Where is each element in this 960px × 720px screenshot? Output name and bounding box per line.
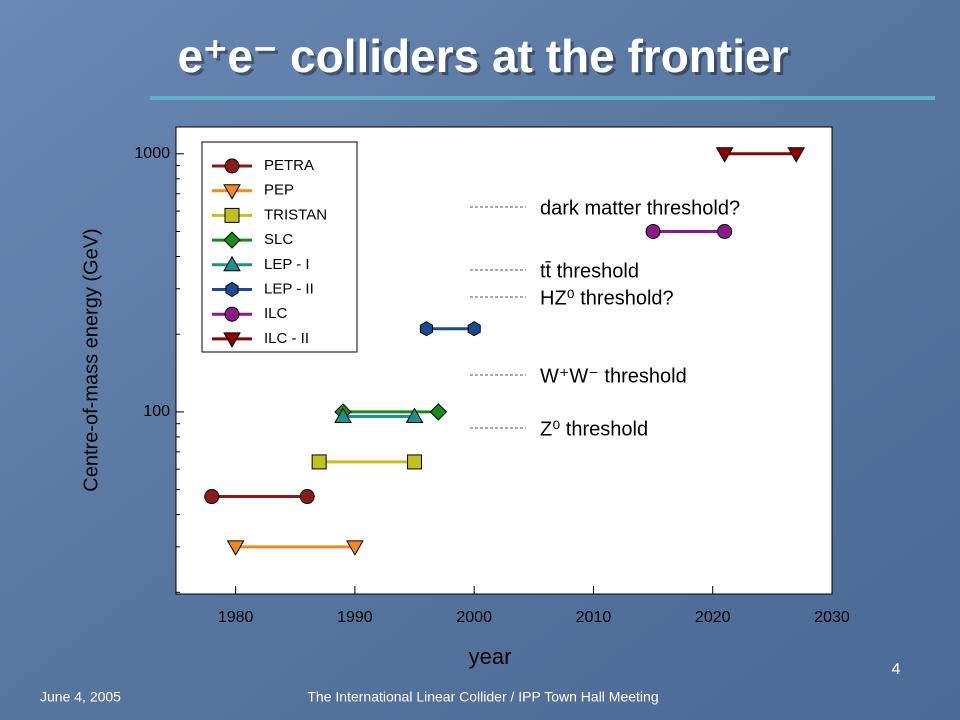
legend-marker — [223, 332, 241, 348]
x-tick-label: 2000 — [456, 609, 492, 626]
marker — [405, 407, 424, 423]
marker — [226, 540, 245, 556]
legend-marker — [223, 231, 241, 249]
marker — [429, 403, 448, 421]
x-axis-label: year — [469, 644, 512, 669]
legend-label: LEP - II — [264, 280, 314, 297]
x-tick-label: 2030 — [814, 609, 850, 626]
y-tick-label: 1000 — [134, 145, 170, 162]
annotation: tt̄ threshold — [540, 260, 639, 282]
legend-label: ILC — [264, 305, 288, 322]
y-axis-label: Centre-of-mass energy (GeV) — [80, 228, 102, 491]
annotation: HZ⁰ threshold? — [540, 287, 674, 309]
legend-marker — [223, 184, 241, 200]
legend-marker — [224, 207, 240, 223]
marker — [419, 321, 434, 337]
legend-marker — [223, 255, 241, 272]
marker — [787, 147, 806, 163]
annotation: dark matter threshold? — [540, 197, 740, 219]
marker — [334, 407, 352, 423]
annotation: Z⁰ threshold — [540, 418, 648, 440]
marker — [299, 489, 315, 505]
legend-label: SLC — [264, 231, 293, 248]
x-tick-label: 2020 — [695, 609, 731, 626]
marker — [717, 223, 733, 239]
annotation: W⁺W⁻ threshold — [540, 365, 687, 387]
slide-title: e⁺e⁻ colliders at the frontier — [178, 30, 789, 82]
legend-label: PEP — [264, 182, 294, 199]
x-tick-label: 2010 — [576, 609, 612, 626]
x-tick-label: 1980 — [218, 609, 254, 626]
legend-label: TRISTAN — [264, 206, 327, 223]
legend-label: PETRA — [264, 157, 314, 174]
legend-label: LEP - I — [264, 256, 310, 273]
marker — [715, 147, 734, 163]
footer-date: June 4, 2005 — [40, 689, 121, 705]
marker — [204, 489, 220, 505]
legend-marker — [225, 281, 239, 298]
legend-marker — [224, 158, 240, 174]
marker — [645, 223, 661, 239]
marker — [311, 454, 327, 470]
footer-text: The International Linear Collider / IPP … — [307, 689, 658, 705]
legend-marker — [224, 306, 240, 322]
x-tick-label: 1990 — [337, 609, 373, 626]
marker — [407, 454, 423, 470]
title-shadow: e⁺e⁻ colliders at the frontier — [181, 33, 792, 85]
y-tick-label: 100 — [143, 403, 170, 420]
marker — [467, 321, 481, 337]
plot-frame — [175, 126, 833, 595]
legend-label: ILC - II — [264, 330, 309, 347]
marker — [346, 540, 364, 556]
page-number: 4 — [892, 661, 901, 678]
